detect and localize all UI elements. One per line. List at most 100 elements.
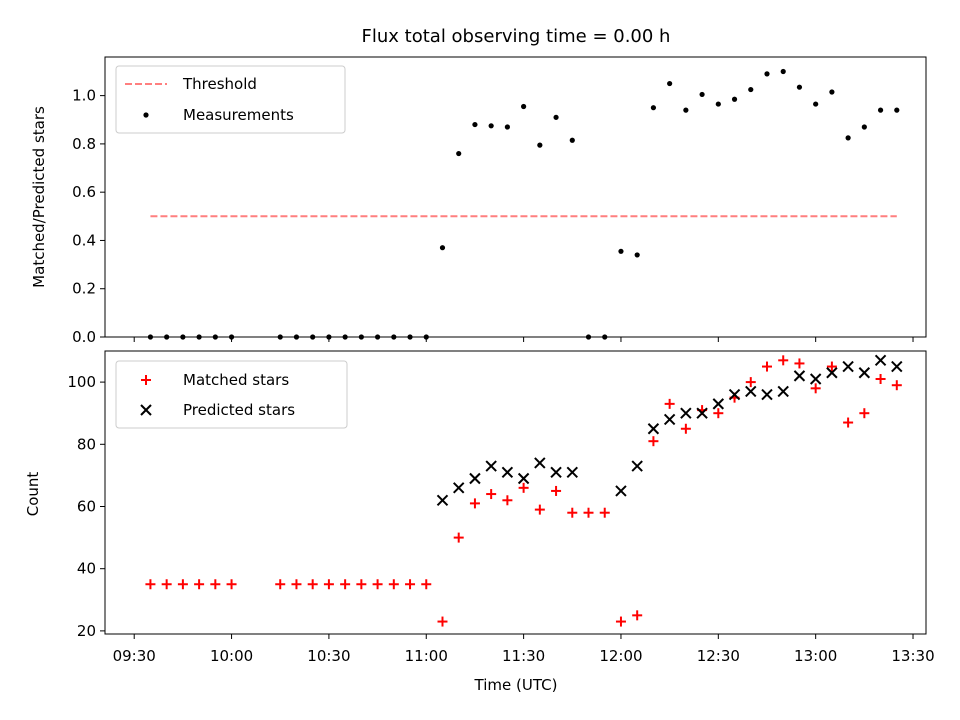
- matched-star-point: [372, 579, 383, 590]
- measurement-point: [569, 137, 575, 143]
- matched-star-point: [551, 485, 562, 496]
- legend-matched-swatch: [141, 375, 151, 385]
- top-axes-frame: [104, 56, 927, 338]
- bottom-legend-box: [115, 360, 348, 429]
- measurement-point: [634, 252, 640, 258]
- top-panel: 0.0 0.2 0.4 0.6 0.8 1.0 Threshold Measurements: [72, 56, 927, 346]
- matched-star-point: [453, 532, 464, 543]
- predicted-star-point: [891, 360, 903, 373]
- predicted-star-point: [842, 360, 854, 373]
- predicted-star-point: [615, 485, 627, 497]
- bottom-xtick-label: 10:30: [307, 647, 350, 665]
- legend-predicted-label: Predicted stars: [183, 401, 295, 419]
- bottom-ytick-label: 100: [67, 373, 96, 391]
- top-ytick-label: 0.8: [72, 135, 96, 153]
- measurement-point: [796, 84, 803, 90]
- measurement-point: [780, 68, 786, 75]
- matched-star-point: [194, 579, 205, 590]
- measurement-point: [845, 135, 851, 141]
- measurement-point: [699, 91, 705, 98]
- matched-star-point: [291, 579, 302, 590]
- matched-star-point: [210, 579, 221, 590]
- x-stroke-b: [453, 482, 465, 494]
- top-ytick-label: 0.0: [72, 328, 96, 346]
- matched-star-point: [794, 358, 805, 369]
- predicted-star-point: [696, 407, 708, 419]
- x-stroke-b: [663, 413, 676, 426]
- matched-star-point: [275, 579, 286, 590]
- matched-star-point: [437, 616, 448, 627]
- bottom-panel: 20 40 60 80 100 09:30 10:00 10:30 11:00 11:30 12:0…: [67, 350, 935, 665]
- measurement-point: [748, 86, 754, 93]
- x-stroke-b: [793, 370, 806, 382]
- measurement-point: [618, 248, 624, 254]
- bottom-ytick-label: 80: [77, 435, 96, 453]
- x-stroke-b: [436, 494, 449, 506]
- predicted-star-point: [809, 373, 822, 385]
- matched-star-point: [615, 616, 626, 627]
- matched-star-point: [502, 495, 513, 506]
- predicted-star-point: [663, 413, 676, 426]
- bottom-xtick-label: 09:30: [113, 647, 156, 665]
- matched-star-point: [599, 507, 610, 518]
- measurement-point: [813, 101, 819, 107]
- matched-star-point: [778, 355, 789, 366]
- x-stroke-b: [517, 472, 530, 485]
- measurement-point: [667, 80, 673, 87]
- legend-predicted-swatch: [140, 404, 152, 416]
- matched-star-point: [226, 579, 237, 590]
- predicted-star-point: [874, 354, 887, 367]
- x-stroke-b: [809, 373, 822, 385]
- x-stroke-b: [712, 398, 725, 410]
- bottom-axes-frame: [104, 350, 927, 635]
- predicted-star-point: [453, 482, 465, 494]
- matched-star-point: [648, 436, 659, 447]
- predicted-star-point: [485, 460, 497, 472]
- matched-star-point: [323, 579, 334, 590]
- measurement-point: [829, 89, 835, 95]
- legend-measurements-swatch: [143, 112, 149, 118]
- bottom-ylabel: Count: [24, 472, 42, 517]
- matched-star-point: [177, 579, 188, 590]
- measurement-point: [764, 71, 770, 77]
- measurement-point: [715, 101, 721, 107]
- measurement-point: [504, 124, 510, 130]
- top-ytick-label: 0.4: [72, 231, 96, 249]
- matched-star-point: [826, 361, 837, 372]
- matched-star-point: [356, 579, 367, 590]
- predicted-star-point: [566, 466, 578, 478]
- predicted-star-point: [793, 370, 806, 382]
- x-stroke-b: [842, 360, 854, 373]
- bottom-xtick-label: 13:00: [794, 647, 837, 665]
- top-ylabel: Matched/Predicted stars: [30, 106, 48, 288]
- predicted-star-point: [436, 494, 449, 506]
- matched-star-point: [388, 579, 399, 590]
- bottom-xtick-label: 12:00: [599, 647, 642, 665]
- predicted-star-point: [534, 457, 546, 469]
- predicted-star-point: [647, 423, 660, 435]
- measurement-point: [894, 107, 900, 113]
- bottom-xtick-label: 10:00: [210, 647, 253, 665]
- x-stroke-b: [874, 354, 887, 367]
- measurement-point: [537, 142, 543, 148]
- measurement-point: [877, 107, 884, 113]
- x-stroke-b: [745, 385, 757, 398]
- matched-star-point: [534, 504, 545, 515]
- matched-star-point: [405, 579, 416, 590]
- bottom-ytick-label: 60: [77, 497, 96, 515]
- matched-star-point: [713, 408, 724, 419]
- x-stroke-b: [696, 407, 708, 419]
- x-stroke-b: [566, 466, 578, 478]
- x-stroke-b: [891, 360, 903, 373]
- predicted-star-point: [728, 388, 741, 401]
- measurement-point: [553, 114, 559, 120]
- bottom-xtick-label: 13:30: [891, 647, 934, 665]
- matched-star-point: [567, 507, 578, 518]
- matched-star-point: [421, 579, 432, 590]
- predicted-star-point: [761, 388, 773, 401]
- predicted-star-point: [550, 466, 562, 478]
- measurement-point: [439, 245, 446, 251]
- top-ytick-label: 1.0: [72, 87, 96, 105]
- matched-star-point: [486, 489, 497, 500]
